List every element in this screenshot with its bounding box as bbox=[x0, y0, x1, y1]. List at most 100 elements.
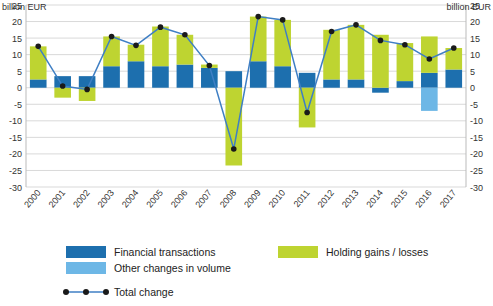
bar bbox=[54, 88, 71, 98]
bar bbox=[421, 88, 438, 111]
bar bbox=[421, 73, 438, 88]
plot bbox=[30, 14, 462, 166]
marker bbox=[35, 44, 41, 50]
x-tick-label: 2008 bbox=[218, 188, 239, 210]
y2-axis-title: billion EUR bbox=[446, 2, 491, 12]
marker bbox=[231, 146, 237, 152]
marker bbox=[255, 14, 261, 20]
grid-line bbox=[26, 153, 466, 154]
x-tick-label: 2016 bbox=[413, 188, 434, 210]
x-tick-label: 2007 bbox=[193, 188, 214, 210]
bar bbox=[250, 17, 267, 62]
y-tick-label: -20 bbox=[9, 149, 22, 159]
legend-label: Holding gains / losses bbox=[326, 246, 428, 258]
bar bbox=[397, 81, 414, 88]
y-tick-label: -25 bbox=[9, 166, 22, 176]
y2-tick-label: -5 bbox=[470, 100, 478, 110]
y-tick-label: 20 bbox=[12, 17, 22, 27]
bar bbox=[30, 79, 47, 87]
marker bbox=[182, 32, 188, 38]
bar bbox=[445, 70, 462, 88]
y2-tick-label: -10 bbox=[470, 116, 483, 126]
bar bbox=[348, 79, 365, 87]
bar bbox=[177, 35, 194, 65]
legend-label: Other changes in volume bbox=[114, 262, 231, 274]
bar bbox=[323, 79, 340, 87]
y2-tick-label: 15 bbox=[470, 34, 480, 44]
legend-label: Financial transactions bbox=[114, 246, 216, 258]
grid-line bbox=[26, 38, 466, 39]
bar bbox=[152, 66, 169, 88]
y-tick-label: -30 bbox=[9, 183, 22, 193]
y-tick-label: -10 bbox=[9, 116, 22, 126]
x-tick-label: 2015 bbox=[389, 188, 410, 210]
x-tick-label: 2001 bbox=[47, 188, 68, 210]
marker bbox=[84, 87, 90, 93]
legend-marker bbox=[103, 289, 109, 295]
marker bbox=[133, 43, 139, 49]
grid-line bbox=[26, 104, 466, 105]
bar bbox=[250, 61, 267, 87]
legend-swatch bbox=[278, 246, 318, 258]
marker bbox=[427, 56, 433, 62]
bar bbox=[299, 72, 316, 73]
y2-tick-label: -15 bbox=[470, 133, 483, 143]
marker bbox=[353, 22, 359, 28]
x-tick-label: 2005 bbox=[144, 188, 165, 210]
bar bbox=[372, 88, 389, 93]
bar bbox=[225, 71, 242, 72]
x-tick-label: 2014 bbox=[364, 188, 385, 210]
bar bbox=[103, 36, 120, 66]
marker bbox=[207, 63, 213, 69]
bar bbox=[177, 65, 194, 88]
bar bbox=[372, 35, 389, 88]
marker bbox=[109, 34, 115, 40]
y2-tick-label: -25 bbox=[470, 166, 483, 176]
y2-tick-label: -30 bbox=[470, 183, 483, 193]
marker bbox=[451, 45, 457, 51]
bar bbox=[299, 73, 316, 88]
x-tick-label: 2002 bbox=[71, 188, 92, 210]
grid-line bbox=[26, 21, 466, 22]
legend-label: Total change bbox=[114, 286, 174, 298]
marker bbox=[280, 17, 286, 23]
x-tick-label: 2013 bbox=[340, 188, 361, 210]
bar bbox=[348, 25, 365, 80]
y-tick-label: 15 bbox=[12, 34, 22, 44]
bar bbox=[421, 36, 438, 72]
x-tick-label: 2000 bbox=[22, 188, 43, 210]
marker bbox=[158, 24, 164, 30]
y2-tick-label: 0 bbox=[470, 83, 475, 93]
y-tick-label: 5 bbox=[17, 67, 22, 77]
chart: -30-25-20-15-10-50510152025-30-25-20-15-… bbox=[0, 0, 493, 306]
grid-line bbox=[26, 120, 466, 121]
y-tick-label: -5 bbox=[14, 100, 22, 110]
bar bbox=[323, 30, 340, 80]
x-tick-label: 2004 bbox=[120, 188, 141, 210]
grid-line bbox=[26, 170, 466, 171]
line bbox=[38, 17, 454, 149]
x-tick-label: 2003 bbox=[96, 188, 117, 210]
bar bbox=[152, 27, 169, 67]
bar bbox=[372, 34, 389, 35]
legend-swatch bbox=[66, 262, 106, 274]
bar bbox=[225, 71, 242, 88]
legend-marker bbox=[63, 289, 69, 295]
x-tick-label: 2010 bbox=[267, 188, 288, 210]
x-tick-label: 2012 bbox=[316, 188, 337, 210]
bar bbox=[128, 61, 145, 87]
x-tick-label: 2011 bbox=[292, 188, 312, 209]
x-tick-label: 2017 bbox=[438, 188, 459, 210]
bar bbox=[103, 66, 120, 88]
y2-tick-label: 20 bbox=[470, 17, 480, 27]
y-tick-label: 0 bbox=[17, 83, 22, 93]
y2-tick-label: 5 bbox=[470, 67, 475, 77]
marker bbox=[378, 38, 384, 44]
y2-axis bbox=[466, 5, 467, 187]
x-tick-label: 2006 bbox=[169, 188, 190, 210]
marker bbox=[402, 42, 408, 48]
bar bbox=[30, 46, 47, 79]
y-tick-label: 10 bbox=[12, 50, 22, 60]
grid-line bbox=[26, 187, 466, 188]
legend-marker bbox=[83, 289, 89, 295]
